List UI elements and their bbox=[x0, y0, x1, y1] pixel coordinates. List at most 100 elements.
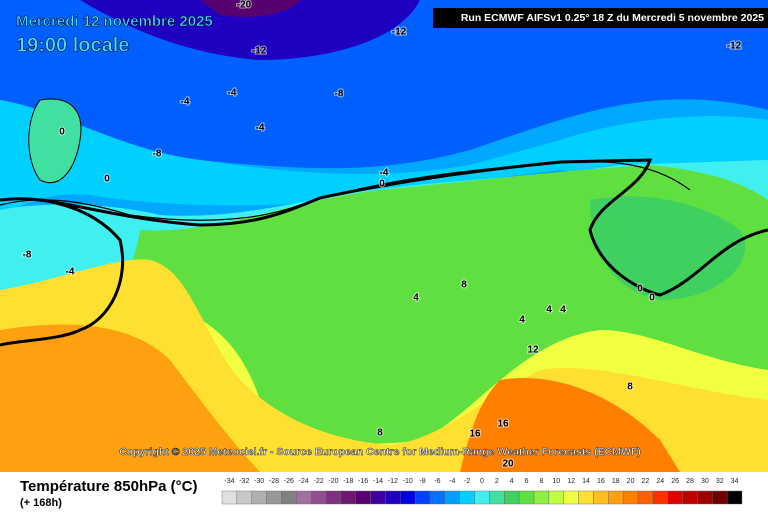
legend-swatch bbox=[385, 490, 401, 505]
legend-tick-label: -28 bbox=[269, 478, 279, 485]
contour-label: -4 bbox=[228, 88, 237, 99]
legend-tick-label: -22 bbox=[314, 478, 324, 485]
contour-label: -4 bbox=[66, 267, 75, 278]
contour-label: 0 bbox=[104, 174, 110, 185]
legend-swatch bbox=[266, 490, 282, 505]
legend-swatch bbox=[726, 490, 743, 505]
legend-tick-label: 28 bbox=[686, 478, 694, 485]
legend-tick-label: 22 bbox=[642, 478, 650, 485]
legend-tick-label: 24 bbox=[656, 478, 664, 485]
legend-tick-label: 20 bbox=[627, 478, 635, 485]
legend-tick-label: 2 bbox=[495, 478, 499, 485]
copyright: Copyright © 2025 Meteociel.fr - Source E… bbox=[119, 446, 641, 458]
footer-lead: (+ 168h) bbox=[20, 497, 62, 509]
contour-label: 20 bbox=[502, 459, 514, 470]
legend-swatch bbox=[533, 490, 550, 505]
legend-swatch bbox=[325, 490, 342, 505]
legend-tick-label: -34 bbox=[224, 478, 234, 485]
legend-tick-label: 6 bbox=[525, 478, 529, 485]
contour-label: 4 bbox=[519, 315, 525, 326]
legend-tick-label: 34 bbox=[731, 478, 739, 485]
legend-swatch bbox=[251, 490, 267, 505]
legend-swatch bbox=[652, 490, 668, 505]
legend-swatch bbox=[622, 490, 639, 505]
footer-title: Température 850hPa (°C) bbox=[20, 478, 197, 495]
contour-label: 4 bbox=[546, 305, 552, 316]
contour-label: 0 bbox=[649, 293, 655, 304]
legend-swatch bbox=[712, 490, 728, 505]
contour-label: 0 bbox=[379, 179, 385, 190]
legend-tick-label: -20 bbox=[328, 478, 338, 485]
date: Mercredi 12 novembre 2025 bbox=[16, 13, 213, 30]
contour-label: 0 bbox=[59, 127, 65, 138]
legend-swatch bbox=[414, 490, 431, 505]
contour-label: -4 bbox=[181, 97, 190, 108]
legend-swatch bbox=[593, 490, 609, 505]
legend-tick-label: -32 bbox=[239, 478, 249, 485]
legend-tick-label: -8 bbox=[419, 478, 425, 485]
legend-tick-label: -12 bbox=[388, 478, 398, 485]
legend-tick-label: -14 bbox=[373, 478, 383, 485]
contour-label: -20 bbox=[237, 0, 252, 11]
legend-swatch bbox=[637, 490, 654, 505]
legend-tick-label: 30 bbox=[701, 478, 709, 485]
legend-tick-label: -4 bbox=[449, 478, 455, 485]
legend-swatch bbox=[578, 490, 594, 505]
legend-swatch bbox=[296, 490, 312, 505]
legend-swatch bbox=[444, 490, 460, 505]
legend-swatch bbox=[429, 490, 446, 505]
contour-label: -8 bbox=[153, 149, 162, 160]
contour-label: -12 bbox=[392, 27, 407, 38]
contour-label: 12 bbox=[527, 345, 539, 356]
legend-tick-label: -16 bbox=[358, 478, 368, 485]
legend-swatch bbox=[355, 490, 371, 505]
contour-label: -4 bbox=[256, 123, 265, 134]
legend-swatch bbox=[667, 490, 683, 505]
contour-label: 8 bbox=[377, 428, 383, 439]
legend-swatch bbox=[281, 490, 297, 505]
legend-tick-label: -24 bbox=[299, 478, 309, 485]
contour-label: 4 bbox=[560, 305, 566, 316]
legend-tick-label: 18 bbox=[612, 478, 620, 485]
contour-label: 4 bbox=[413, 293, 419, 304]
legend-tick-label: 0 bbox=[480, 478, 484, 485]
legend-swatch bbox=[221, 490, 238, 505]
contour-label: 8 bbox=[627, 382, 633, 393]
contour-label: -8 bbox=[23, 250, 32, 261]
contour-label: 0 bbox=[637, 284, 643, 295]
legend-swatch bbox=[548, 490, 564, 505]
legend-swatch bbox=[236, 490, 252, 505]
legend-tick-label: -18 bbox=[343, 478, 353, 485]
contour-label: 16 bbox=[497, 419, 509, 430]
legend-swatch bbox=[563, 490, 579, 505]
legend-tick-label: -30 bbox=[254, 478, 264, 485]
contour-label: -12 bbox=[252, 46, 267, 57]
legend-tick-label: -26 bbox=[284, 478, 294, 485]
legend-swatch bbox=[340, 490, 356, 505]
legend-tick-label: 14 bbox=[582, 478, 590, 485]
contour-label: -12 bbox=[727, 41, 742, 52]
run-info: Run ECMWF AIFSv1 0.25° 18 Z du Mercredi … bbox=[461, 12, 764, 24]
legend-tick-label: 16 bbox=[597, 478, 605, 485]
legend-tick-label: -6 bbox=[434, 478, 440, 485]
legend-tick-label: 12 bbox=[567, 478, 575, 485]
legend-swatch bbox=[697, 490, 713, 505]
legend-swatch bbox=[608, 490, 624, 505]
legend-swatch bbox=[504, 490, 520, 505]
contour-label: 16 bbox=[469, 429, 481, 440]
legend-tick-label: 10 bbox=[552, 478, 560, 485]
legend-tick-label: -2 bbox=[464, 478, 470, 485]
legend-tick-label: -10 bbox=[403, 478, 413, 485]
legend-swatch bbox=[489, 490, 505, 505]
legend-swatch bbox=[518, 490, 535, 505]
contour-label: -4 bbox=[380, 168, 389, 179]
color-legend: -34 -32 -30 -28 -26 -24 -22 -20 -18 -16 -14 -12 -10-… bbox=[221, 478, 743, 505]
legend-swatch bbox=[400, 490, 416, 505]
legend-tick-label: 26 bbox=[671, 478, 679, 485]
legend-swatch bbox=[370, 490, 386, 505]
map-background bbox=[0, 0, 768, 472]
legend-tick-label: 8 bbox=[539, 478, 543, 485]
legend-swatch bbox=[459, 490, 475, 505]
